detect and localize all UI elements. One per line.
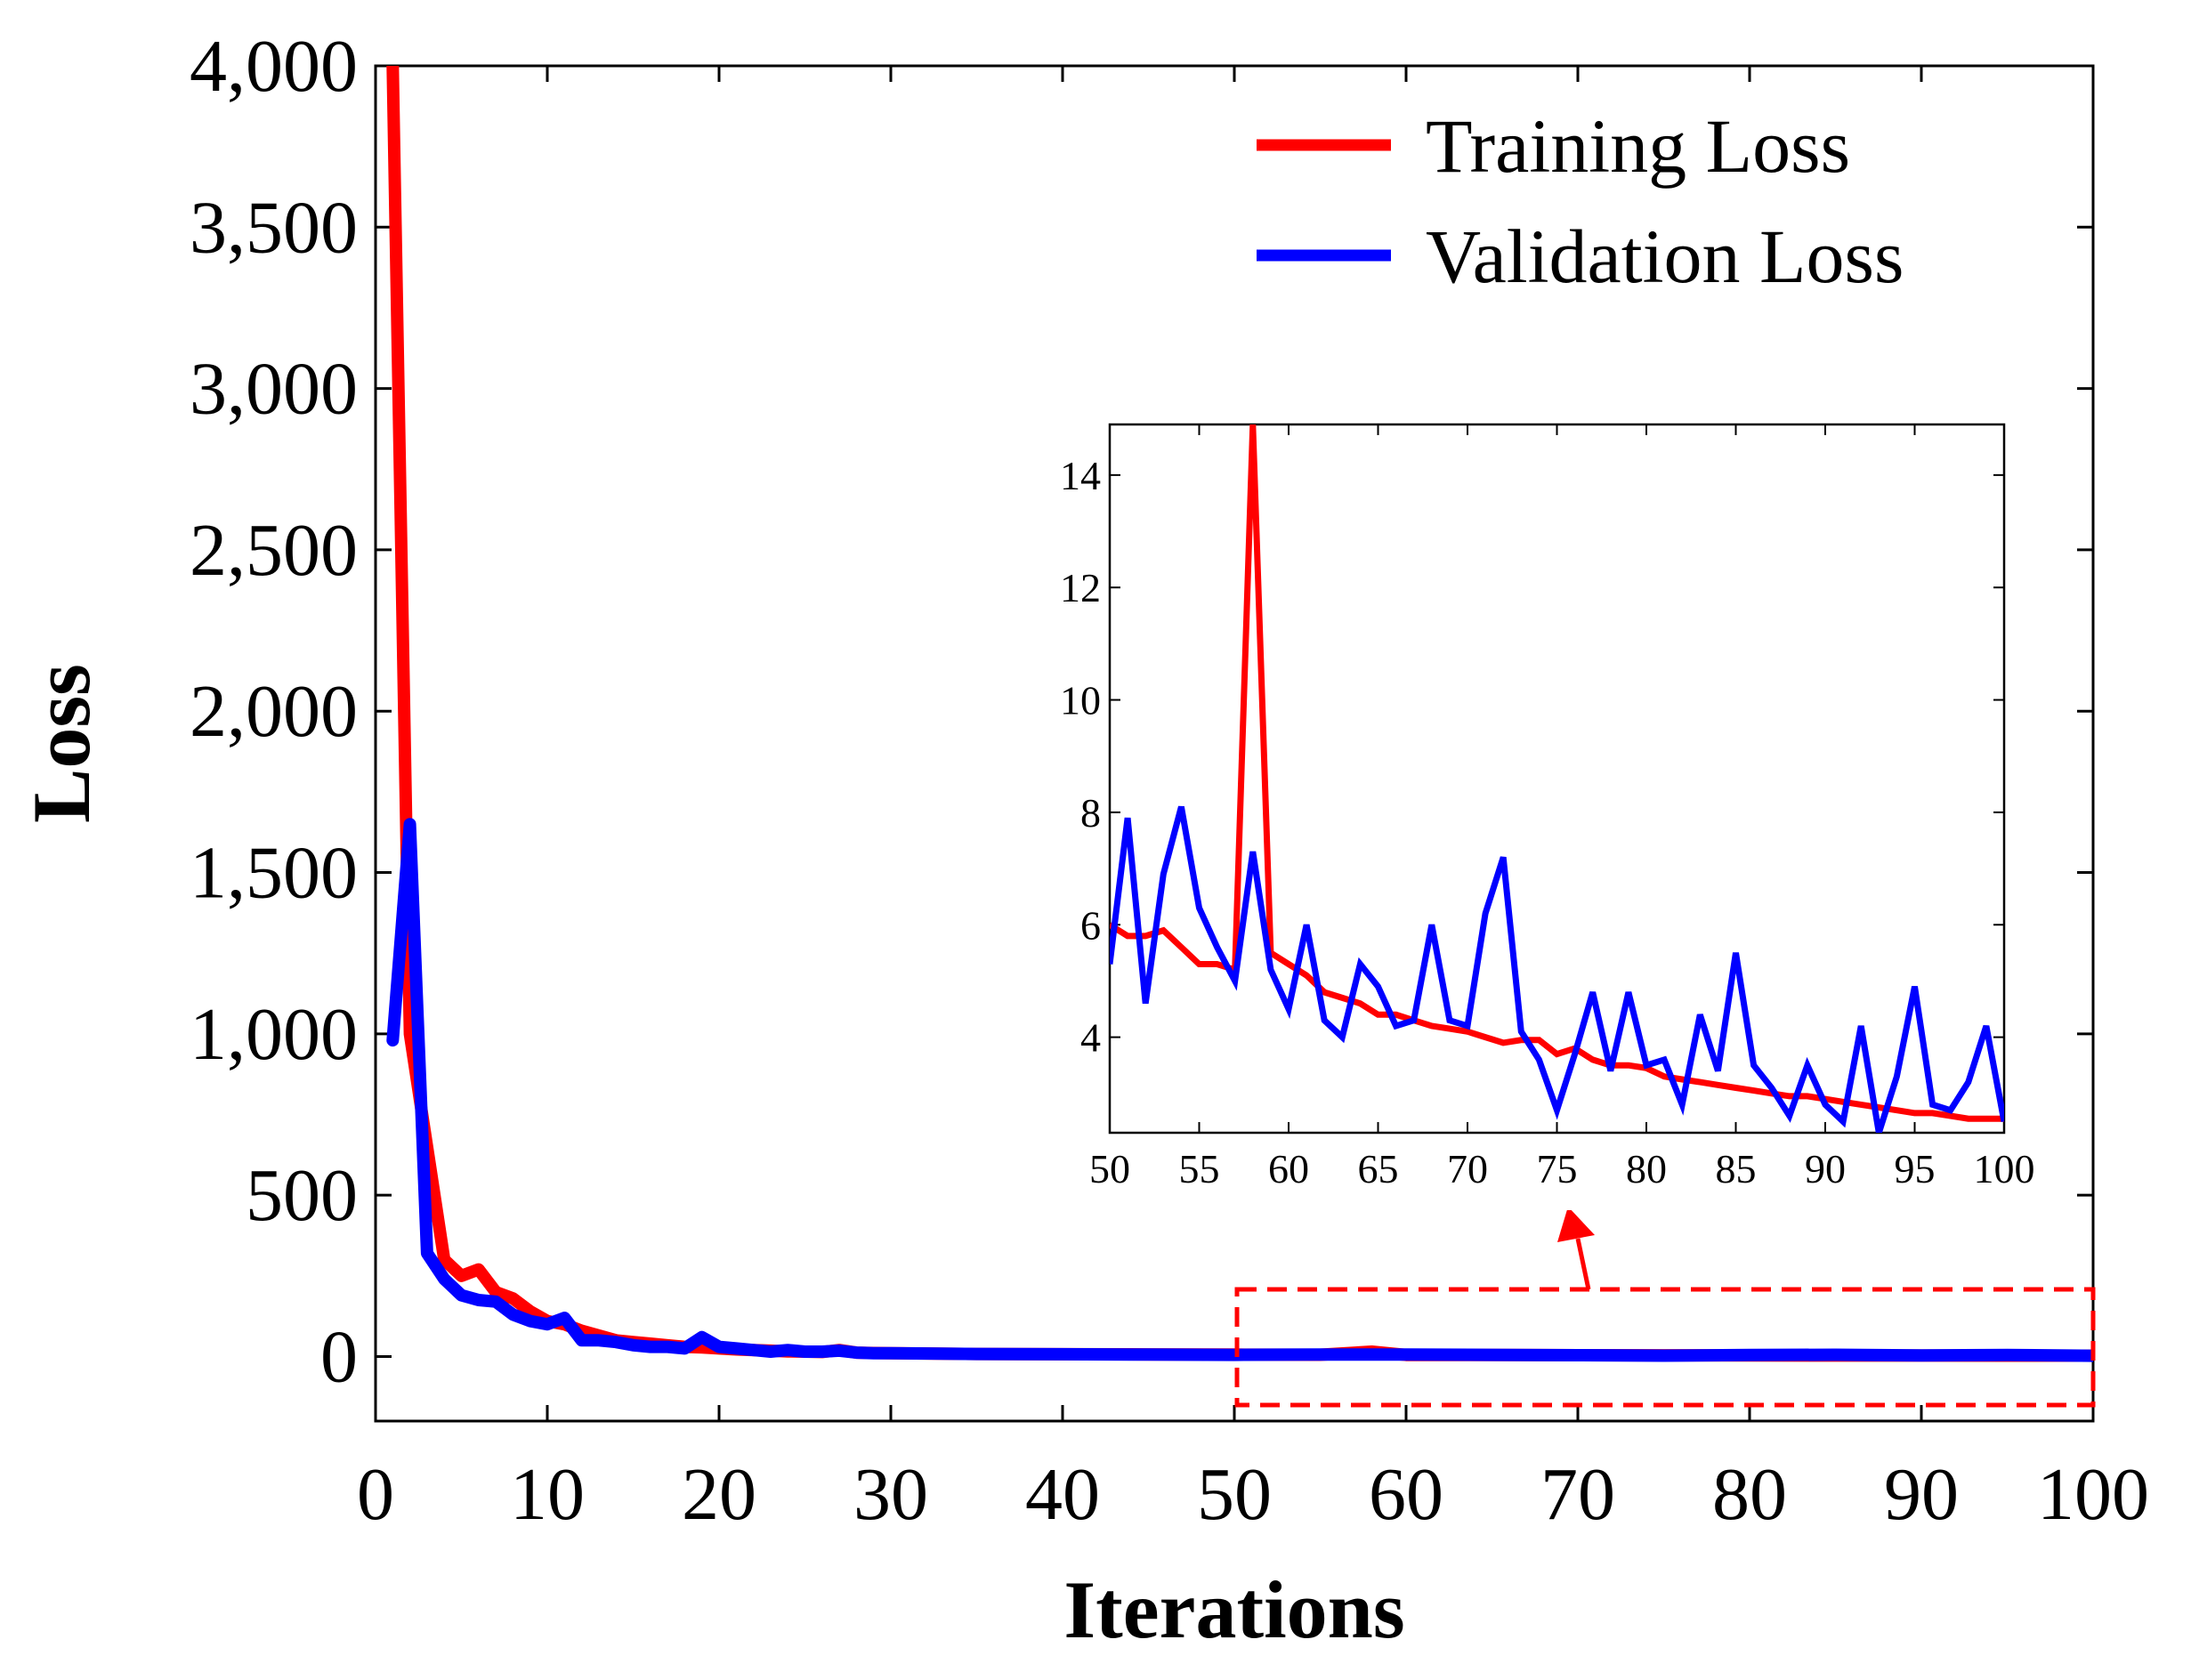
inset-y-tick-label: 6 [1080, 902, 1101, 948]
inset-x-tick-label: 55 [1179, 1146, 1220, 1191]
y-tick-label: 2,500 [190, 509, 358, 592]
x-tick-label: 80 [1712, 1453, 1787, 1536]
inset-x-tick-label: 60 [1268, 1146, 1309, 1191]
x-tick-label: 0 [357, 1453, 394, 1536]
inset-y-tick-label: 4 [1080, 1015, 1101, 1061]
x-tick-label: 10 [510, 1453, 585, 1536]
inset-x-tick-label: 65 [1358, 1146, 1399, 1191]
inset-validation-loss-line [1110, 805, 2004, 1133]
x-tick-label: 30 [853, 1453, 928, 1536]
x-tick-label: 40 [1025, 1453, 1100, 1536]
zoom-arrow-shaft [1575, 1238, 1591, 1290]
y-tick-label: 1,000 [190, 993, 358, 1076]
inset-x-tick-label: 80 [1626, 1146, 1667, 1191]
main-plot: 0 10 20 30 40 50 60 70 80 90 100 0 500 1,000 1,500 2,00… [16, 25, 2149, 1655]
x-tick-label: 60 [1369, 1453, 1443, 1536]
inset-x-tick-label: 85 [1716, 1146, 1757, 1191]
x-tick-label: 70 [1540, 1453, 1615, 1536]
y-axis-title: Loss [16, 664, 107, 823]
inset-y-tick-label: 8 [1080, 790, 1101, 836]
legend-label-training-loss: Training Loss [1426, 103, 1850, 189]
inset-y-tick-label: 12 [1060, 565, 1101, 610]
y-tick-label: 2,000 [190, 670, 358, 753]
inset-training-loss-line [1110, 424, 2004, 1122]
zoom-highlight [1234, 1207, 2096, 1408]
zoom-region-box [1234, 1287, 2096, 1408]
y-tick-label: 4,000 [190, 25, 358, 108]
legend-label-validation-loss: Validation Loss [1426, 214, 1904, 299]
inset-y-tick-label: 14 [1060, 453, 1101, 498]
x-tick-label: 20 [682, 1453, 756, 1536]
inset-plot: 50 55 60 65 70 75 80 85 90 95 100 4 6 8 10 12 14 [1023, 409, 2035, 1210]
inset-x-tick-label: 50 [1089, 1146, 1130, 1191]
inset-background [1023, 409, 2025, 1210]
inset-x-tick-label: 75 [1537, 1146, 1578, 1191]
x-tick-label: 90 [1884, 1453, 1959, 1536]
y-tick-label: 500 [246, 1154, 358, 1237]
x-tick-label: 50 [1197, 1453, 1272, 1536]
validation-loss-line [386, 818, 2093, 1362]
inset-x-tick-label: 70 [1447, 1146, 1488, 1191]
y-tick-label: 1,500 [190, 832, 358, 915]
x-axis-title: Iterations [1063, 1564, 1404, 1655]
y-tick-label: 0 [320, 1315, 358, 1398]
x-tick-label: 100 [2037, 1453, 2149, 1536]
legend: Training Loss Validation Loss [1257, 103, 1904, 299]
inset-x-tick-label: 100 [1974, 1146, 2035, 1191]
y-tick-label: 3,500 [190, 186, 358, 269]
inset-x-tick-label: 90 [1805, 1146, 1846, 1191]
y-tick-label: 3,000 [190, 348, 358, 431]
zoom-arrow-head [1557, 1207, 1595, 1242]
inset-y-tick-label: 10 [1060, 678, 1101, 723]
inset-x-tick-label: 95 [1895, 1146, 1936, 1191]
